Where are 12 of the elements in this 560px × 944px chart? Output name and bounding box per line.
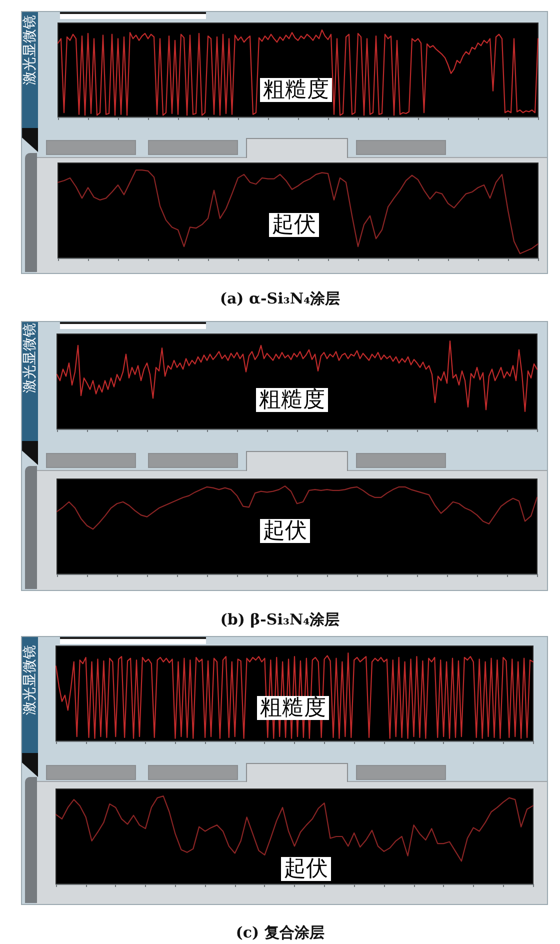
annotation: 粗糙度 xyxy=(263,78,329,102)
annotation: 粗糙度 xyxy=(259,388,325,412)
annotation: 粗糙度 xyxy=(260,696,326,720)
text: (c) 复合涂层 xyxy=(236,924,324,942)
text: (a) α-Si₃N₄涂层 xyxy=(220,290,340,308)
y-axis-title: 激光显微镜 xyxy=(22,645,38,715)
annotation: 起伏 xyxy=(263,518,307,544)
text: (b) β-Si₃N₄涂层 xyxy=(220,610,340,628)
y-axis-title: 激光显微镜 xyxy=(22,15,38,85)
annotation: 起伏 xyxy=(284,856,328,882)
y-axis-title: 激光显微镜 xyxy=(22,323,38,393)
annotation: 起伏 xyxy=(272,212,316,238)
